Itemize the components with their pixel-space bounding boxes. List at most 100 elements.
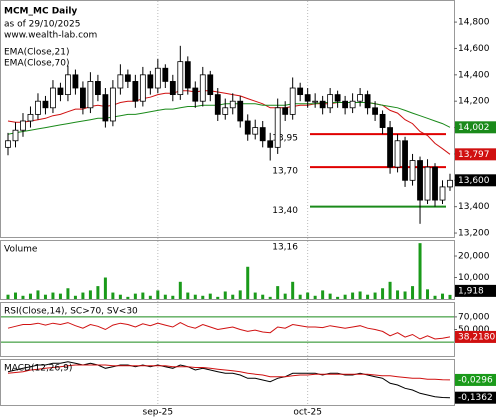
volume-bar [291,281,295,299]
chart-title: MCM_MC Daily [4,7,77,17]
level-label: 13,95 [272,134,298,144]
volume-bar [148,295,152,299]
candle-body [72,74,79,89]
candle-body [394,140,401,168]
level-label: 13,40 [272,206,298,216]
value-box [455,284,496,297]
macd-panel [0,359,455,406]
candle-body [35,100,41,115]
volume-bar [216,296,220,299]
candle-body [147,74,154,89]
volume-bar [313,295,317,299]
candle-body [20,120,26,131]
volume-bar [208,293,212,299]
volume-bar [201,295,205,299]
candle-body [199,74,206,102]
candle-body [102,94,109,122]
source: www.wealth-lab.com [4,31,97,41]
volume-bar [186,292,190,299]
volume-bar [43,294,47,299]
y-tick-label: 50,000 [458,325,490,335]
volume-bar [268,296,272,299]
volume-bar [336,296,340,299]
volume-bar [6,294,10,299]
candle-body [289,87,296,115]
price-panel [0,0,455,238]
volume-bar [51,292,55,299]
volume-bar [381,288,385,299]
candle-body [94,81,101,96]
candle-body [244,120,251,135]
candle-body [387,127,393,168]
value-box-label: -0,0296 [458,375,493,385]
volume-bar [351,292,355,299]
candle-body [274,107,281,148]
y-tick-label: 14,400 [458,70,490,80]
line [7,364,451,381]
volume-bar [103,277,107,299]
legend-entry: EMA(Close,70) [4,59,69,69]
value-box-label: 13,797 [458,150,490,160]
volume-bar [81,292,85,299]
volume-bar [298,294,302,299]
volume-bar [171,295,175,299]
line [7,322,451,340]
volume-bar [133,293,137,299]
volume-bar [306,292,310,299]
candle-body [27,113,34,122]
volume-bar [448,294,452,299]
volume-bar [238,290,242,299]
candle-body [177,61,184,96]
candle-body [117,74,124,89]
volume-bar [366,294,370,299]
candle-body [192,87,199,102]
value-box [455,391,496,404]
value-box-label: 14,002 [458,123,490,133]
volume-bar [13,292,17,299]
volume-bar [433,295,437,299]
candle-body [57,87,64,96]
volume-bar [253,292,257,299]
candle-body [417,160,423,201]
candle-body [154,67,161,89]
volume-bar [418,243,422,299]
value-box [455,373,496,386]
candle-body [50,87,56,109]
volume-bar [141,292,145,299]
candle-body [319,100,326,109]
candle-body [439,186,446,201]
candle-body [349,100,356,109]
line [7,102,451,135]
x-tick-label: sep-25 [143,408,174,418]
panel-title: MACD(12,26,9) [4,364,72,374]
volume-bar [193,294,197,299]
value-box [455,148,496,161]
volume-bar [283,293,287,299]
candle-body [169,81,176,96]
candle-body [139,74,146,102]
volume-bar [373,292,377,299]
candle-body [42,100,49,109]
candle-body [12,129,19,142]
volume-bar [118,294,122,299]
level-label: 13,70 [272,167,298,177]
candle-body [124,74,131,82]
y-tick-label: 20,000 [458,252,490,262]
volume-bar [276,286,280,299]
candle-body [304,94,311,102]
value-box-label: 1,918 [458,286,484,296]
volume-bar [328,293,332,299]
candle-body [162,67,169,82]
volume-bar [58,293,62,299]
volume-bar [163,294,167,299]
volume-bar [321,290,325,299]
volume-bar [156,290,160,299]
candle-body [222,107,229,115]
annotation: 13,16 [272,243,298,253]
candle-body [402,140,408,181]
candle-body [87,81,94,109]
candle-body [334,94,341,102]
value-box-label: -0,1362 [458,393,493,403]
